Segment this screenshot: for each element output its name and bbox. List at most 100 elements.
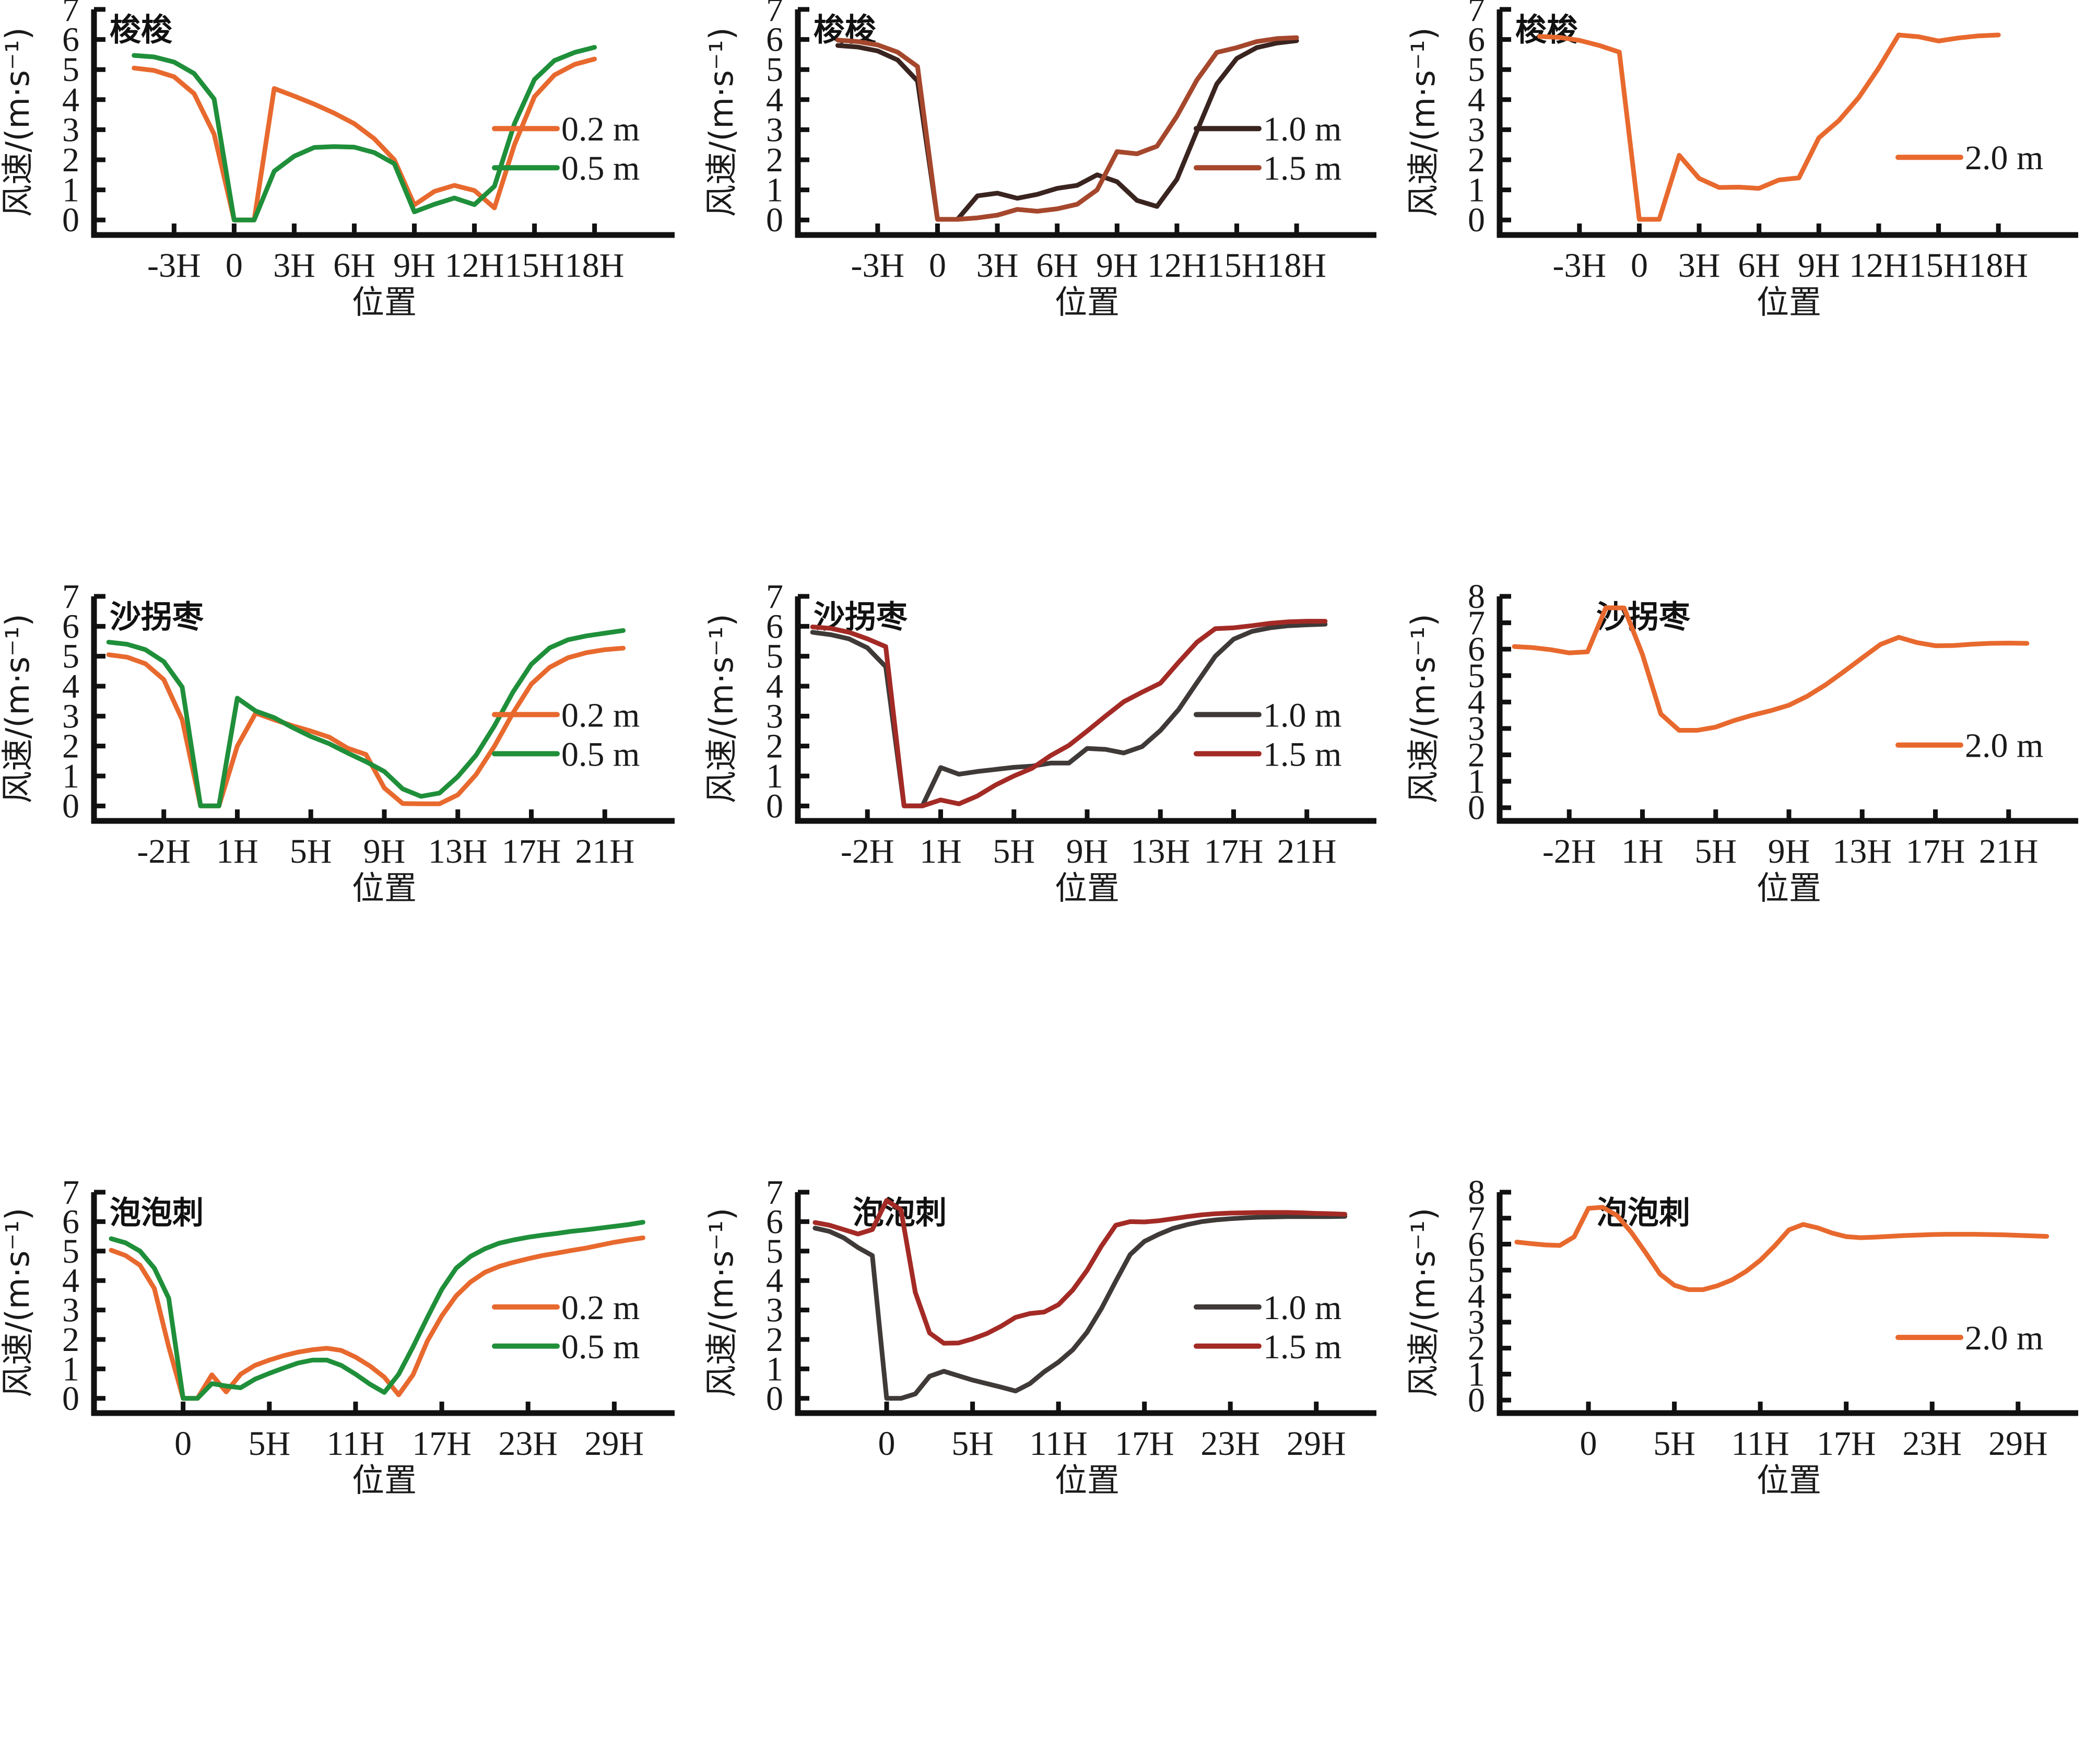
x-tick-label: 5H [951,1425,994,1463]
series-line-1-0-m [835,38,1299,222]
y-tick-label: 8 [1468,1173,1485,1212]
series-line-0-5-m [132,45,597,222]
y-tick-label: 0 [766,1380,783,1418]
legend-label: 1.5 m [1263,149,1341,187]
x-tick-label: 17H [1115,1425,1174,1463]
x-tick-label: 0 [1580,1425,1597,1463]
y-tick-label: 0 [1468,789,1485,827]
y-tick-label: 5 [62,638,79,676]
panel-title: 沙拐枣 [110,599,204,636]
y-axis-title: 风速/(m·s⁻¹) [1404,27,1442,217]
x-tick-label: 17H [502,832,561,871]
x-tick-label: 0 [174,1425,192,1463]
y-tick-label: 3 [1468,710,1485,748]
x-tick-label: 18H [1267,246,1326,285]
y-tick-label: 6 [62,607,79,645]
y-tick-label: 0 [62,201,79,239]
x-axis-title: 位置 [352,869,417,907]
y-axis-title: 风速/(m·s⁻¹) [0,614,37,803]
legend-label: 0.5 m [561,735,640,773]
y-tick-label: 7 [766,1173,783,1212]
x-tick-label: 1H [1621,832,1664,871]
x-tick-label: -3H [1552,246,1606,285]
x-tick-label: 9H [1768,832,1810,871]
x-tick-label: 29H [1988,1425,2048,1463]
x-tick-label: 0 [878,1425,896,1463]
legend-label: 2.0 m [1965,1319,2043,1357]
series-line-1-0-m [812,1214,1348,1401]
y-tick-label: 2 [766,141,783,179]
legend-label: 0.2 m [561,110,640,148]
y-axis-title: 风速/(m·s⁻¹) [0,1208,37,1397]
x-tick-label: 9H [393,246,435,285]
y-tick-label: 3 [766,111,783,149]
x-tick-label: 0 [1631,246,1648,285]
y-tick-label: 3 [62,111,79,149]
x-axis-title: 位置 [1055,869,1120,907]
x-tick-label: 17H [1204,832,1264,871]
x-tick-label: 29H [585,1425,644,1463]
y-tick-label: 4 [766,667,783,705]
y-tick-label: 4 [62,81,79,119]
y-tick-label: 5 [62,51,79,89]
y-tick-label: 2 [766,1321,783,1359]
y-tick-label: 8 [1468,578,1485,616]
y-tick-label: 2 [62,1321,79,1359]
legend-label: 1.0 m [1263,696,1341,734]
series-line-0-2-m [106,645,626,808]
x-tick-label: 21H [1979,832,2039,871]
x-tick-label: 13H [1832,832,1892,871]
x-tick-label: 29H [1287,1425,1346,1463]
panel-title: 梭梭 [1515,12,1578,49]
y-tick-label: 7 [62,0,79,29]
y-tick-label: 7 [62,1173,79,1212]
y-tick-label: 4 [1468,683,1485,721]
y-axis-title: 风速/(m·s⁻¹) [702,1208,740,1397]
x-tick-label: -2H [137,832,191,871]
series-line-0-5-m [109,1220,645,1401]
x-tick-label: 9H [1066,832,1109,871]
y-tick-label: 5 [1468,657,1485,695]
y-tick-label: 6 [1468,21,1485,59]
y-tick-label: 6 [62,1203,79,1241]
x-tick-label: 15H [1207,246,1267,285]
y-tick-label: 7 [62,578,79,616]
y-tick-label: 1 [1468,1355,1485,1393]
y-tick-label: 6 [766,607,783,645]
y-tick-label: 2 [62,141,79,179]
y-tick-label: 3 [1468,111,1485,149]
y-tick-label: 1 [62,171,79,209]
y-tick-label: 3 [766,1291,783,1330]
y-axis-title: 风速/(m·s⁻¹) [0,27,37,217]
y-tick-label: 4 [766,1262,783,1300]
x-tick-label: 1H [920,832,962,871]
y-tick-label: 0 [62,787,79,825]
y-tick-label: 1 [1468,171,1485,209]
y-axis-title: 风速/(m·s⁻¹) [1404,614,1442,803]
x-tick-label: 6H [1738,246,1780,285]
series-line-0-2-m [132,56,597,222]
panel-title: 泡泡刺 [110,1195,204,1231]
x-axis-title: 位置 [1055,283,1120,321]
y-tick-label: 0 [766,787,783,825]
y-tick-label: 0 [1468,1381,1485,1419]
x-tick-label: 12H [445,246,504,285]
x-tick-label: 5H [993,832,1035,871]
x-tick-label: 5H [1653,1425,1695,1463]
legend-label: 1.5 m [1263,735,1341,773]
x-tick-label: 9H [1096,246,1138,285]
x-tick-label: -3H [851,246,904,285]
y-tick-label: 1 [1468,762,1485,801]
y-tick-label: 7 [1468,0,1485,29]
x-tick-label: 9H [1798,246,1840,285]
legend-label: 0.5 m [561,1328,640,1366]
y-axis-title: 风速/(m·s⁻¹) [702,614,740,803]
series-line-2-0-m [1514,1205,2049,1292]
y-tick-label: 1 [62,1350,79,1388]
x-tick-label: 21H [575,832,634,871]
y-tick-label: 5 [766,638,783,676]
